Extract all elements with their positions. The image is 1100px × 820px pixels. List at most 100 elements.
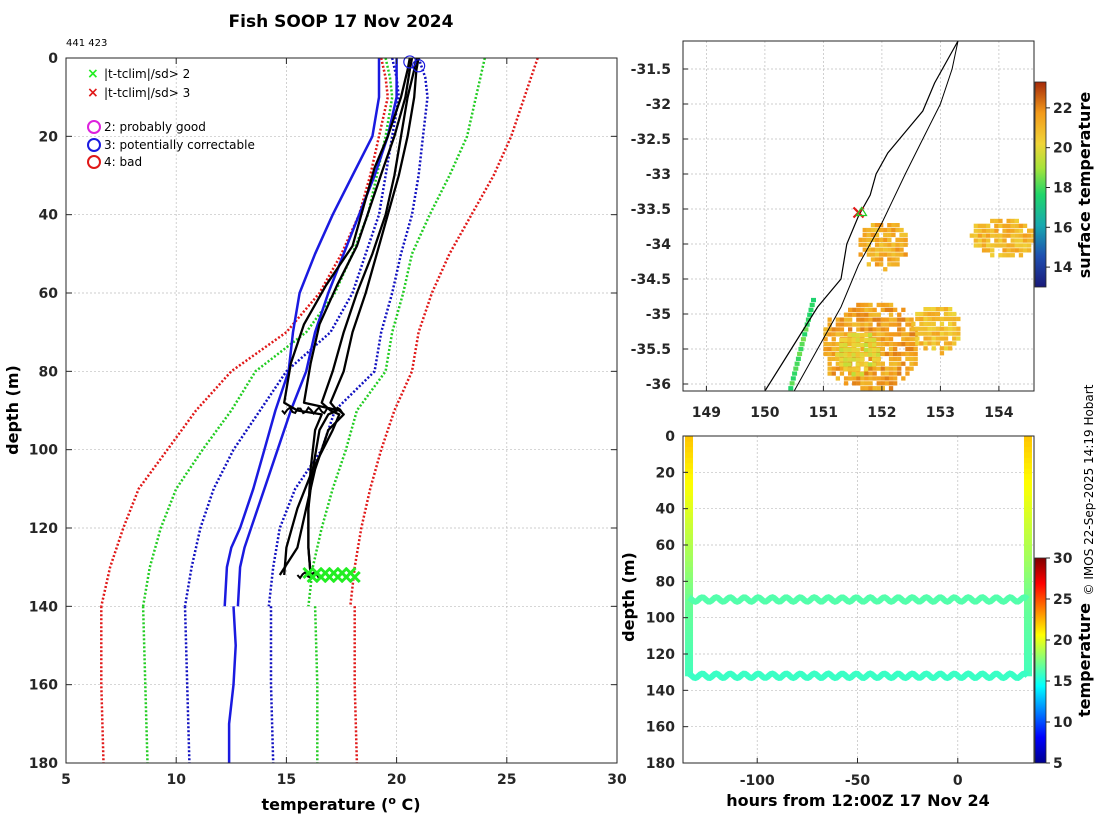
sst-pixel [948, 316, 953, 322]
sst-pixel [909, 317, 914, 322]
sst-pixel [994, 223, 999, 228]
sst-pixel [1018, 223, 1024, 228]
sst-pixel [1027, 233, 1032, 238]
sst-pixel [909, 366, 914, 371]
sst-pixel [897, 361, 902, 366]
sst-pixel [977, 238, 983, 243]
sst-pixel [1010, 248, 1015, 253]
sst-pixel [935, 326, 940, 331]
drop-segment [1023, 630, 1032, 634]
drop-segment [1023, 474, 1032, 481]
drop-segment [685, 642, 694, 646]
sst-pixel [855, 347, 860, 352]
sst-pixel [827, 366, 832, 371]
ts-x-tick-label: 0 [953, 773, 963, 789]
sst-pixel [952, 321, 957, 326]
drop-segment [685, 566, 694, 573]
sst-pixel [939, 351, 945, 356]
sst-pixel [860, 302, 865, 308]
drop-segment [1023, 555, 1032, 562]
drop-segment [1023, 441, 1032, 448]
sst-pixel [872, 371, 877, 376]
sst-pixel [823, 342, 828, 347]
map-y-tick-label: -31.5 [631, 62, 671, 78]
sst-pixel [827, 317, 832, 322]
station-marker [852, 206, 868, 219]
y-tick-label: 80 [39, 364, 59, 380]
sst-pixel [913, 356, 918, 361]
shelf-sst-pixel [807, 312, 813, 317]
sst-pixel [880, 337, 885, 342]
sst-pixel [935, 316, 940, 322]
sst-pixel [986, 243, 991, 248]
sst-pixel [876, 386, 881, 391]
drop-segment [1023, 645, 1032, 649]
sst-pixel [1018, 253, 1024, 258]
sst-pixel [847, 337, 852, 343]
y-tick-label: 140 [29, 599, 58, 615]
drop-segment [1023, 627, 1032, 631]
sst-pixel [909, 361, 914, 366]
legend-flag2-marker: × [87, 66, 99, 82]
sst-pixel [874, 227, 880, 233]
sst-pixel [893, 381, 898, 386]
sst-pixel [867, 347, 873, 352]
sst-pixel [952, 326, 957, 331]
sst-pixel [874, 242, 880, 247]
drop-segment [685, 517, 694, 524]
drop-segment [685, 645, 694, 649]
sst-pixel [893, 307, 898, 312]
sst-pixel [935, 331, 940, 336]
sst-pixel [1006, 243, 1011, 248]
sst-pixel [977, 223, 983, 228]
sst-pixel [876, 332, 881, 337]
sst-pixel [867, 337, 873, 343]
drop-segment [685, 441, 694, 448]
sst-pixel [874, 257, 880, 262]
x-tick-label: 25 [497, 772, 516, 788]
sst-pixel [888, 371, 894, 376]
sst-pixel [827, 351, 832, 357]
sst-pixel [864, 327, 869, 332]
sst-pixel [887, 232, 892, 238]
sst-pixel [867, 332, 873, 338]
sst-pixel [1010, 223, 1015, 228]
drop-segment [1023, 635, 1032, 639]
drop-segment [685, 657, 694, 662]
sst-pixel [887, 223, 892, 228]
sst-pixel [874, 223, 880, 228]
map-x-tick-label: 154 [984, 405, 1013, 421]
sst-pixel [1010, 233, 1015, 238]
sst-pixel [1010, 228, 1015, 233]
sst-pixel [864, 312, 869, 317]
sst-pixel [872, 386, 877, 391]
sst-pixel [1002, 228, 1007, 233]
sst-pixel [981, 228, 987, 233]
sst-pixel [952, 341, 957, 346]
drop-segment [1023, 545, 1032, 551]
legend-flag2-label: |t-tclim|/sd> 2 [104, 67, 190, 81]
sst-pixel [897, 317, 902, 322]
shelf-sst-pixel [800, 337, 806, 342]
drop-segment [685, 588, 694, 595]
sst-pixel [923, 346, 928, 351]
sst-pixel [905, 342, 910, 347]
drop-segment [1023, 619, 1032, 623]
map-y-tick-label: -35 [646, 307, 671, 323]
sst-pixel [1018, 238, 1024, 243]
drop-segment [685, 479, 694, 486]
sst-pixel [1022, 243, 1028, 248]
sst-pixel [1002, 253, 1007, 258]
sst-pixel [848, 376, 853, 381]
drop-segment [685, 624, 694, 628]
drop-segment [685, 617, 694, 621]
legend-qc3-label: 3: potentially correctable [104, 138, 255, 152]
sst-pixel [883, 227, 888, 233]
sst-pixel [915, 311, 920, 317]
sst-pixel [943, 336, 949, 341]
sst-colorbar-label: surface temperature [1075, 92, 1094, 279]
sst-pixel [827, 361, 832, 366]
sst-pixel [880, 322, 885, 327]
drop-segment [685, 640, 694, 644]
sst-pixel [943, 346, 949, 351]
